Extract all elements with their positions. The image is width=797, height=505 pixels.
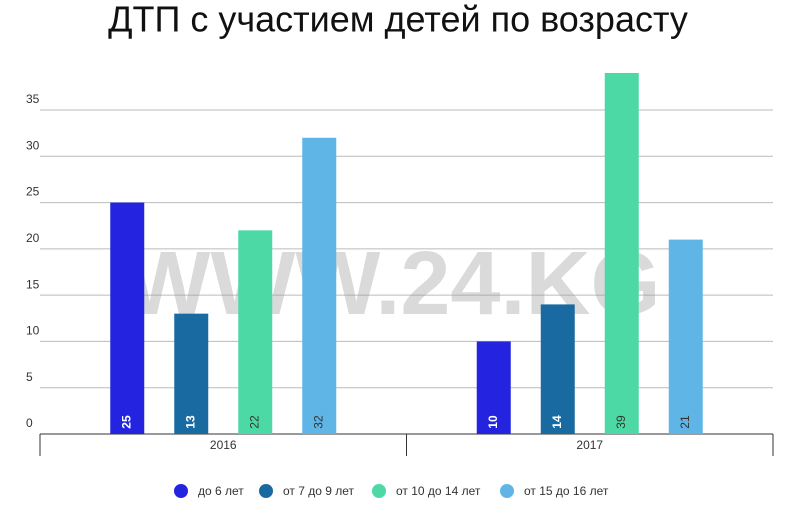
value-label: 22 [247, 415, 261, 429]
y-tick-label: 0 [26, 416, 33, 430]
bar [110, 202, 145, 434]
bar [174, 313, 209, 434]
value-label: 14 [550, 415, 564, 429]
y-tick-label: 25 [26, 185, 40, 199]
legend-marker [372, 484, 386, 498]
value-label: 21 [678, 415, 692, 429]
bar [476, 341, 511, 434]
value-label: 32 [311, 415, 325, 429]
chart-title: ДТП с участием детей по возрасту [108, 0, 688, 40]
legend-marker [259, 484, 273, 498]
legend-marker [174, 484, 188, 498]
value-label: 25 [119, 415, 133, 429]
legend-label: от 10 до 14 лет [396, 484, 481, 498]
y-tick-label: 5 [26, 370, 33, 384]
x-tick-label: 2016 [210, 438, 237, 452]
legend-label: от 7 до 9 лет [283, 484, 355, 498]
bar [668, 239, 703, 434]
value-label: 13 [183, 415, 197, 429]
value-label: 39 [614, 415, 628, 429]
y-tick-label: 10 [26, 324, 40, 338]
y-tick-label: 15 [26, 277, 40, 291]
y-tick-label: 30 [26, 138, 40, 152]
bar [302, 137, 337, 434]
legend-label: от 15 до 16 лет [524, 484, 609, 498]
value-label: 10 [486, 415, 500, 429]
bar [540, 304, 575, 434]
y-tick-label: 20 [26, 231, 40, 245]
x-tick-label: 2017 [576, 438, 603, 452]
bar [604, 72, 639, 434]
legend-label: до 6 лет [198, 484, 244, 498]
bar [238, 230, 273, 434]
y-tick-label: 35 [26, 92, 40, 106]
legend-marker [500, 484, 514, 498]
